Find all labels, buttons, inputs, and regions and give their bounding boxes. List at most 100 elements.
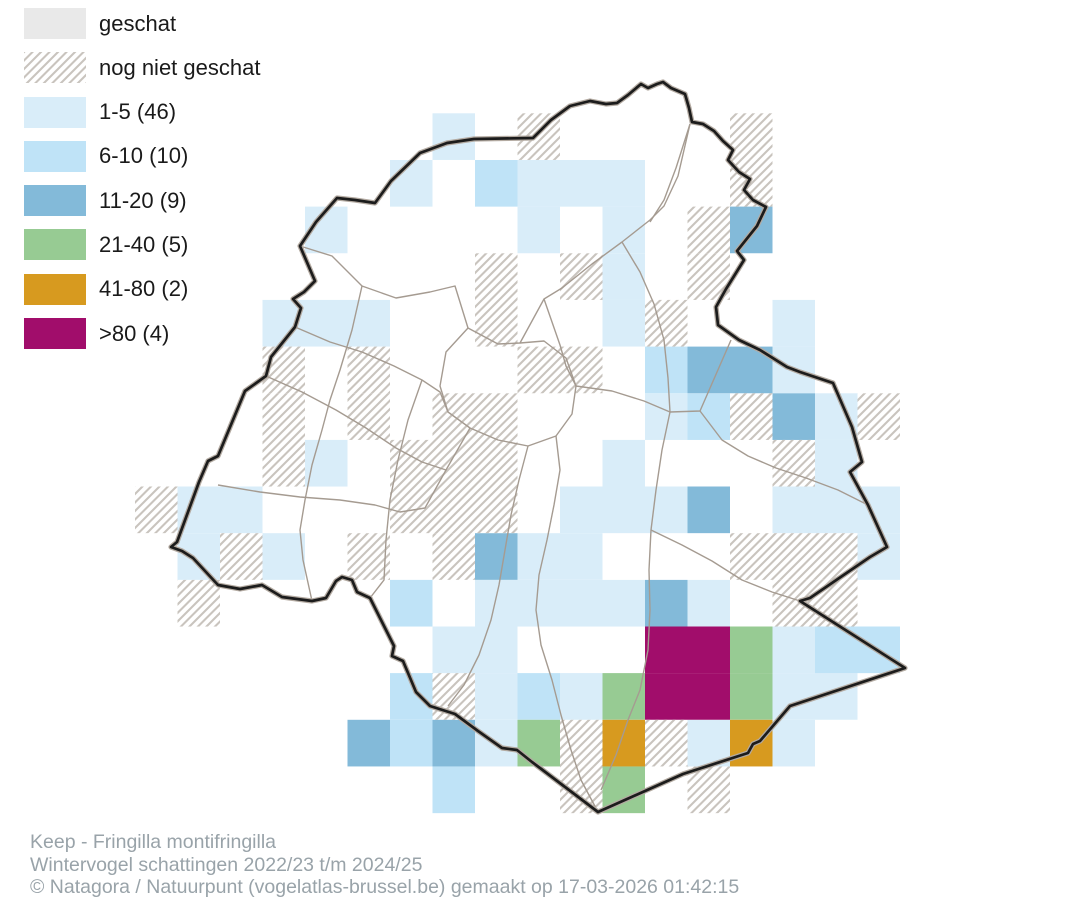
grid-cell-not-estimated bbox=[475, 439, 518, 487]
grid-cell-class-3 bbox=[347, 719, 390, 767]
grid-cell-class-6 bbox=[645, 673, 688, 720]
grid-cell-not-estimated bbox=[177, 579, 220, 627]
grid-cell-class-2 bbox=[645, 346, 688, 394]
grid-cell-not-estimated bbox=[347, 346, 390, 394]
legend-color-swatch bbox=[24, 273, 86, 305]
legend-label: 6-10 (10) bbox=[99, 143, 189, 169]
municipality-border-line bbox=[217, 469, 447, 513]
grid-cell-class-5 bbox=[602, 719, 645, 767]
grid-cell-class-1 bbox=[815, 393, 858, 440]
grid-cell-class-6 bbox=[687, 626, 730, 674]
legend-label: 41-80 (2) bbox=[99, 276, 189, 302]
municipality-border-line bbox=[600, 411, 671, 791]
legend-label: nog niet geschat bbox=[99, 54, 261, 80]
legend-label: 1-5 (46) bbox=[99, 99, 177, 125]
grid-cell-not-estimated bbox=[262, 439, 305, 487]
municipality-border-line bbox=[294, 326, 449, 413]
grid-cell-not-estimated bbox=[815, 579, 858, 627]
municipality-border-line bbox=[299, 285, 363, 602]
legend-hatch-swatch bbox=[24, 52, 86, 84]
municipality-border-line bbox=[543, 298, 577, 387]
municipality-border-line bbox=[535, 435, 599, 813]
grid-cell-not-estimated bbox=[517, 346, 560, 394]
map-attribution: Keep - Fringilla montifringilla Wintervog… bbox=[30, 831, 739, 899]
grid-cell-class-3 bbox=[475, 533, 518, 580]
grid-cell-class-6 bbox=[687, 673, 730, 720]
copyright-line: © Natagora / Natuurpunt (vogelatlas-brus… bbox=[30, 876, 740, 898]
grid-cell-class-3 bbox=[432, 719, 475, 767]
grid-cell-not-estimated bbox=[347, 393, 390, 440]
grid-cell-class-4 bbox=[602, 673, 645, 720]
grid-cell-class-1 bbox=[772, 673, 815, 720]
grid-cell-class-3 bbox=[687, 346, 730, 394]
grid-cell-class-2 bbox=[517, 673, 560, 720]
grid-cell-not-estimated bbox=[475, 299, 518, 347]
legend-color-swatch bbox=[24, 229, 86, 261]
municipality-border-line bbox=[575, 339, 732, 413]
municipality-border-line bbox=[650, 529, 801, 602]
grid-cell-class-1 bbox=[305, 439, 348, 487]
grid-cell-class-2 bbox=[390, 719, 433, 767]
legend-color-swatch bbox=[24, 318, 86, 350]
grid-cell-not-estimated bbox=[772, 533, 815, 580]
grid-cell-class-1 bbox=[475, 673, 518, 720]
grid-cell-class-1 bbox=[602, 439, 645, 487]
grid-cell-class-1 bbox=[432, 113, 475, 160]
legend-color-swatch bbox=[24, 140, 86, 172]
grid-cell-class-1 bbox=[220, 486, 263, 534]
legend-label: geschat bbox=[99, 10, 177, 36]
legend-item-11-20: 11-20 (9) bbox=[24, 185, 260, 217]
legend-item-gt80: >80 (4) bbox=[24, 318, 260, 350]
grid-cell-class-2 bbox=[687, 393, 730, 440]
grid-cell-class-1 bbox=[772, 486, 815, 534]
grid-cell-class-1 bbox=[772, 719, 815, 767]
grid-cell-class-1 bbox=[602, 299, 645, 347]
grid-cell-not-estimated bbox=[475, 393, 518, 440]
grid-cell-class-1 bbox=[517, 160, 560, 207]
legend: geschat nog niet geschat 1-5 (46) 6-10 (10)… bbox=[24, 8, 260, 362]
grid-cell-class-3 bbox=[645, 579, 688, 627]
grid-cell-class-1 bbox=[772, 299, 815, 347]
legend-item-21-40: 21-40 (5) bbox=[24, 229, 260, 261]
grid-cell-class-1 bbox=[347, 299, 390, 347]
grid-cell-not-estimated bbox=[560, 719, 603, 767]
grid-cell-not-estimated bbox=[432, 486, 475, 534]
legend-item-6-10: 6-10 (10) bbox=[24, 140, 260, 172]
grid-cell-class-1 bbox=[602, 253, 645, 300]
municipality-border-line bbox=[621, 241, 671, 413]
grid-cell-class-1 bbox=[390, 160, 433, 207]
legend-color-swatch bbox=[24, 8, 86, 39]
grid-cell-class-1 bbox=[517, 533, 560, 580]
grid-cell-class-1 bbox=[517, 206, 560, 254]
grid-cell-class-4 bbox=[517, 719, 560, 767]
grid-cell-class-1 bbox=[177, 533, 220, 580]
grid-cell-not-estimated bbox=[475, 253, 518, 300]
grid-cell-not-estimated bbox=[687, 206, 730, 254]
grid-cell-class-1 bbox=[475, 626, 518, 674]
legend-color-swatch bbox=[24, 96, 86, 128]
grid-cell-class-1 bbox=[560, 160, 603, 207]
grid-cell-class-2 bbox=[432, 766, 475, 814]
legend-item-nog-niet-geschat: nog niet geschat bbox=[24, 52, 261, 84]
legend-label: 11-20 (9) bbox=[99, 187, 187, 213]
grid-cell-not-estimated bbox=[432, 439, 475, 487]
grid-cell-class-1 bbox=[560, 579, 603, 627]
grid-cell-not-estimated bbox=[432, 533, 475, 580]
grid-cell-class-1 bbox=[815, 486, 858, 534]
grid-cell-class-1 bbox=[602, 486, 645, 534]
legend-label: >80 (4) bbox=[99, 320, 170, 346]
grid-cell-not-estimated bbox=[645, 299, 688, 347]
grid-cell-class-1 bbox=[262, 533, 305, 580]
grid-cell-class-1 bbox=[475, 579, 518, 627]
grid-cell-not-estimated bbox=[347, 533, 390, 580]
grid-cell-class-1 bbox=[560, 673, 603, 720]
grid-cell-not-estimated bbox=[730, 113, 773, 160]
municipality-border-line bbox=[649, 123, 691, 223]
grid-cell-class-1 bbox=[602, 579, 645, 627]
grid-cell-not-estimated bbox=[857, 393, 900, 440]
grid-cell-class-1 bbox=[560, 533, 603, 580]
grid-cell-not-estimated bbox=[475, 486, 518, 534]
grid-cell-class-3 bbox=[772, 393, 815, 440]
